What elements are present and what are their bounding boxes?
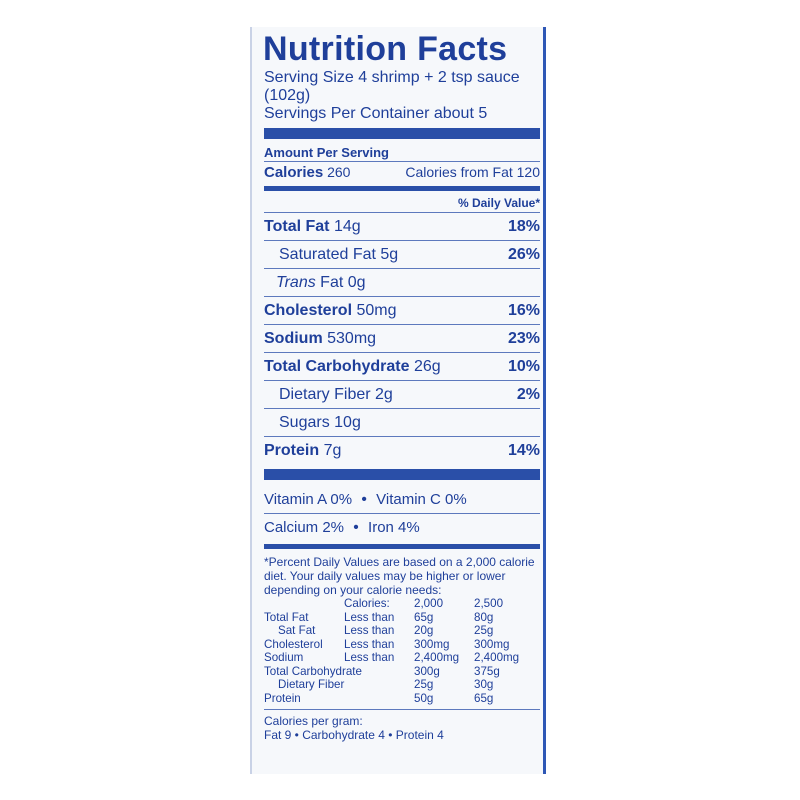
label-title: Nutrition Facts bbox=[263, 30, 508, 68]
calories: Calories 260 bbox=[264, 164, 351, 181]
nutrient-row-total-carbohydrate: Total Carbohydrate 26g 10% bbox=[264, 353, 540, 380]
calories-row: Calories 260 Calories from Fat 120 bbox=[264, 162, 540, 183]
divider bbox=[264, 268, 540, 269]
divider bbox=[264, 352, 540, 353]
divider bbox=[264, 436, 540, 437]
daily-value-reference-table: Calories: 2,000 2,500 Total Fat Less tha… bbox=[264, 597, 540, 705]
nutrient-row-saturated-fat: Saturated Fat 5g 26% bbox=[264, 241, 540, 268]
serving-size-line-2: (102g) bbox=[264, 87, 311, 104]
table-row: Total Carbohydrate 300g 375g bbox=[264, 664, 500, 678]
nutrient-row-dietary-fiber: Dietary Fiber 2g 2% bbox=[264, 381, 540, 408]
calories-per-gram: Fat 9 • Carbohydrate 4 • Protein 4 bbox=[264, 728, 444, 742]
divider bbox=[264, 380, 540, 381]
bullet-icon: • bbox=[353, 519, 359, 536]
serving-size: Serving Size 4 shrimp + 2 tsp sauce (102… bbox=[264, 69, 540, 123]
table-row: Sodium Less than 2,400mg 2,400mg bbox=[264, 651, 520, 664]
nutrient-row-sodium: Sodium 530mg 23% bbox=[264, 325, 540, 352]
nutrient-row-trans-fat: Trans Fat 0g bbox=[276, 274, 366, 291]
daily-value-percent: 14% bbox=[507, 442, 540, 459]
table-row: Sat Fat Less than 20g 25g bbox=[278, 624, 494, 637]
daily-value-percent: 26% bbox=[507, 246, 540, 263]
table-row: Total Fat Less than 65g 80g bbox=[264, 610, 494, 624]
vitamin-c: Vitamin C 0% bbox=[376, 491, 467, 508]
nutrient-row-cholesterol: Cholesterol 50mg 16% bbox=[264, 297, 540, 324]
divider bbox=[264, 513, 540, 514]
divider bbox=[264, 161, 540, 162]
nutrition-label-panel: Nutrition Facts Serving Size 4 shrimp + … bbox=[250, 27, 546, 774]
daily-value-footnote: *Percent Daily Values are based on a 2,0… bbox=[264, 555, 535, 597]
daily-value-header: % Daily Value* bbox=[457, 196, 540, 210]
divider bbox=[264, 212, 540, 213]
divider bbox=[264, 709, 540, 710]
calories-from-fat: Calories from Fat 120 bbox=[405, 164, 540, 180]
iron: Iron 4% bbox=[368, 519, 420, 536]
nutrient-row-sugars: Sugars 10g bbox=[279, 414, 361, 431]
daily-value-percent: 18% bbox=[507, 218, 540, 235]
divider bbox=[264, 296, 540, 297]
daily-value-percent: 2% bbox=[516, 386, 540, 403]
nutrition-facts-label: Nutrition Facts Serving Size 4 shrimp + … bbox=[263, 30, 540, 742]
thick-divider bbox=[264, 128, 540, 139]
nutrient-row-total-fat: Total Fat 14g 18% bbox=[264, 213, 540, 240]
divider bbox=[264, 324, 540, 325]
divider bbox=[264, 240, 540, 241]
amount-per-serving: Amount Per Serving bbox=[264, 145, 389, 160]
table-row: Dietary Fiber 25g 30g bbox=[278, 678, 494, 691]
medium-divider bbox=[264, 186, 540, 191]
table-row: Protein 50g 65g bbox=[264, 691, 494, 705]
nutrient-row-protein: Protein 7g 14% bbox=[264, 437, 540, 464]
divider bbox=[264, 408, 540, 409]
table-header-row: Calories: 2,000 2,500 bbox=[344, 597, 504, 610]
thick-divider bbox=[264, 469, 540, 480]
medium-divider bbox=[264, 544, 540, 549]
servings-per-container: Servings Per Container about 5 bbox=[264, 105, 488, 122]
daily-value-percent: 23% bbox=[507, 330, 540, 347]
calcium: Calcium 2% bbox=[264, 519, 345, 536]
mineral-row: Calcium 2% • Iron 4% bbox=[264, 514, 540, 541]
daily-value-percent: 10% bbox=[507, 358, 540, 375]
serving-size-line-1: Serving Size 4 shrimp + 2 tsp sauce bbox=[264, 69, 520, 86]
calories-per-gram-label: Calories per gram: bbox=[264, 714, 363, 728]
bullet-icon: • bbox=[361, 491, 367, 508]
table-row: Cholesterol Less than 300mg 300mg bbox=[264, 637, 510, 651]
daily-value-percent: 16% bbox=[507, 302, 540, 319]
vitamin-row: Vitamin A 0% • Vitamin C 0% bbox=[264, 486, 540, 513]
vitamin-a: Vitamin A 0% bbox=[264, 491, 353, 508]
